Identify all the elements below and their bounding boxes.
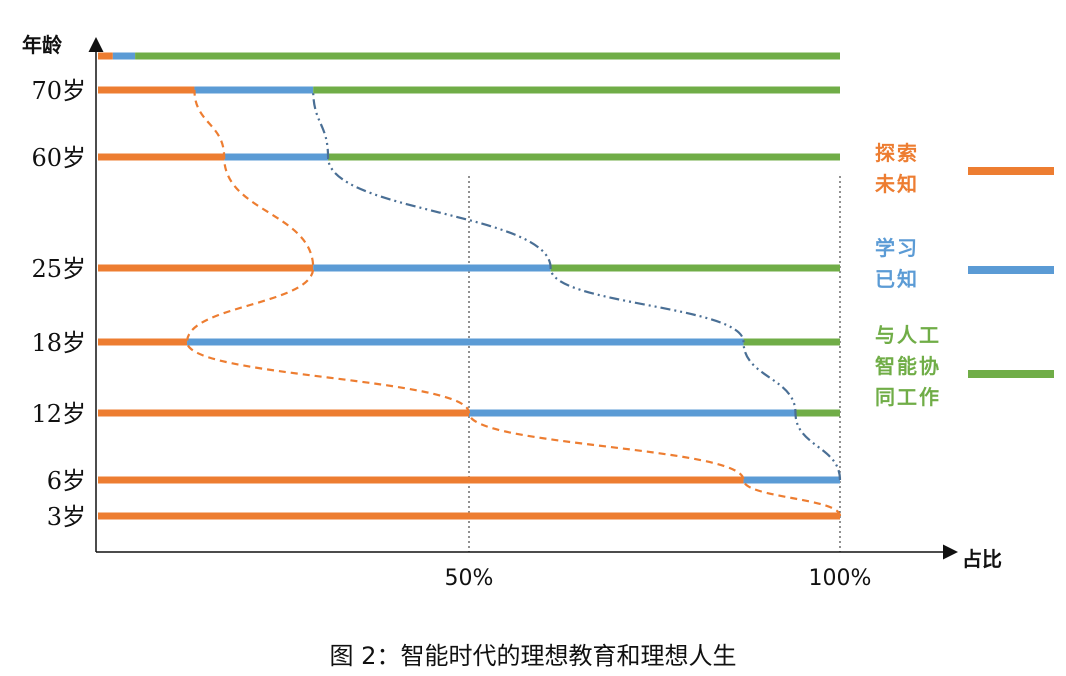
legend-swatch [968,370,1054,378]
age-label: 3岁 [47,503,86,531]
x-tick-label: 100% [809,566,872,591]
x-tick-label: 50% [445,566,494,591]
bar-segment [98,153,225,161]
legend-label: 探索 [875,141,919,165]
age-label: 12岁 [31,400,86,428]
legend-label: 已知 [875,267,919,291]
age-labels: 70岁 60岁 25岁 18岁 12岁 6岁 3岁 [31,77,86,531]
legend-label: 智能协 [875,354,941,378]
age-label: 18岁 [31,329,86,357]
bar-segment [98,512,840,520]
figure-caption: 图 2：智能时代的理想教育和理想人生 [329,642,737,670]
bar-segment [743,476,840,484]
bar-segment [98,264,314,272]
age-label: 60岁 [31,144,86,172]
bar-segment [98,476,744,484]
explore-boundary-curve [185,89,842,517]
bar-segment [795,409,840,417]
legend-label: 同工作 [875,385,941,409]
bar-segment [328,153,840,161]
legend-label: 未知 [875,172,919,196]
bar-segment [98,52,113,60]
legend-label: 与人工 [875,323,941,347]
bar-segment [187,338,744,346]
bar-segment [194,86,314,94]
age-label: 6岁 [47,467,86,495]
chart: 年龄 占比 50% 100% 70岁 60岁 25岁 18岁 12岁 6岁 3岁 探索未知学习… [22,33,1054,591]
legend-swatch [968,266,1054,274]
bar-segment [98,338,188,346]
bars [98,52,841,520]
legend-label: 学习 [875,236,919,260]
bar-segment [469,409,796,417]
bar-segment [313,86,840,94]
bar-segment [98,409,469,417]
bar-segment [313,264,551,272]
bar-segment [743,338,840,346]
bar-segment [112,52,136,60]
age-label: 25岁 [31,255,86,283]
bar-segment [135,52,841,60]
legend-swatch [968,167,1054,175]
age-label: 70岁 [31,77,86,105]
x-axis-title: 占比 [962,547,1002,571]
bar-segment [550,264,840,272]
bar-segment [98,86,195,94]
y-axis-title: 年龄 [22,33,63,57]
bar-segment [224,153,329,161]
x-tick-labels: 50% 100% [445,566,872,591]
learn-boundary-curve [312,89,842,481]
